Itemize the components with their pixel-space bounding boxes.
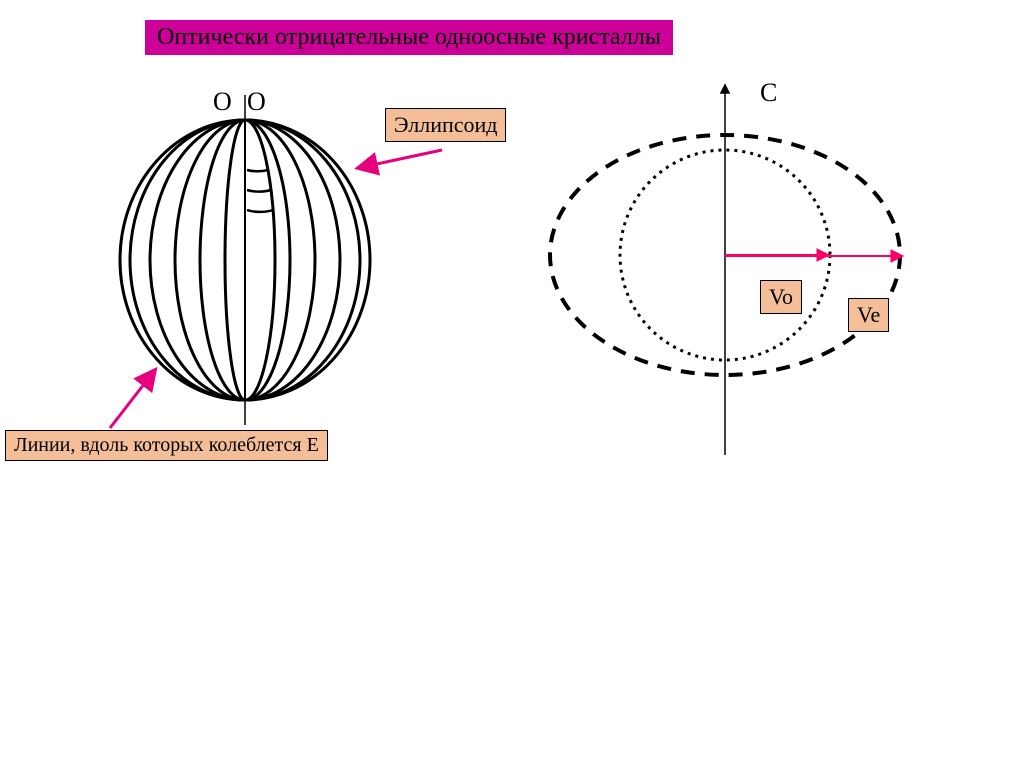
arrow-to-ellipsoid (358, 150, 442, 168)
label-e-lines: Линии, вдоль которых колеблется Е (5, 430, 328, 461)
svg-layer: O O C (0, 0, 1024, 767)
label-O-left: O (213, 87, 232, 116)
label-vo: Vo (760, 280, 802, 314)
label-O-right: O (247, 87, 266, 116)
label-ve: Ve (848, 298, 889, 332)
left-ellipsoid-group (120, 95, 370, 425)
diagram-canvas: Оптически отрицательные одноосные криста… (0, 0, 1024, 767)
right-diagram-group (550, 85, 902, 455)
inner-arc-0 (247, 170, 268, 171)
arrow-to-e-lines (110, 370, 155, 428)
label-C-axis: C (760, 78, 777, 107)
